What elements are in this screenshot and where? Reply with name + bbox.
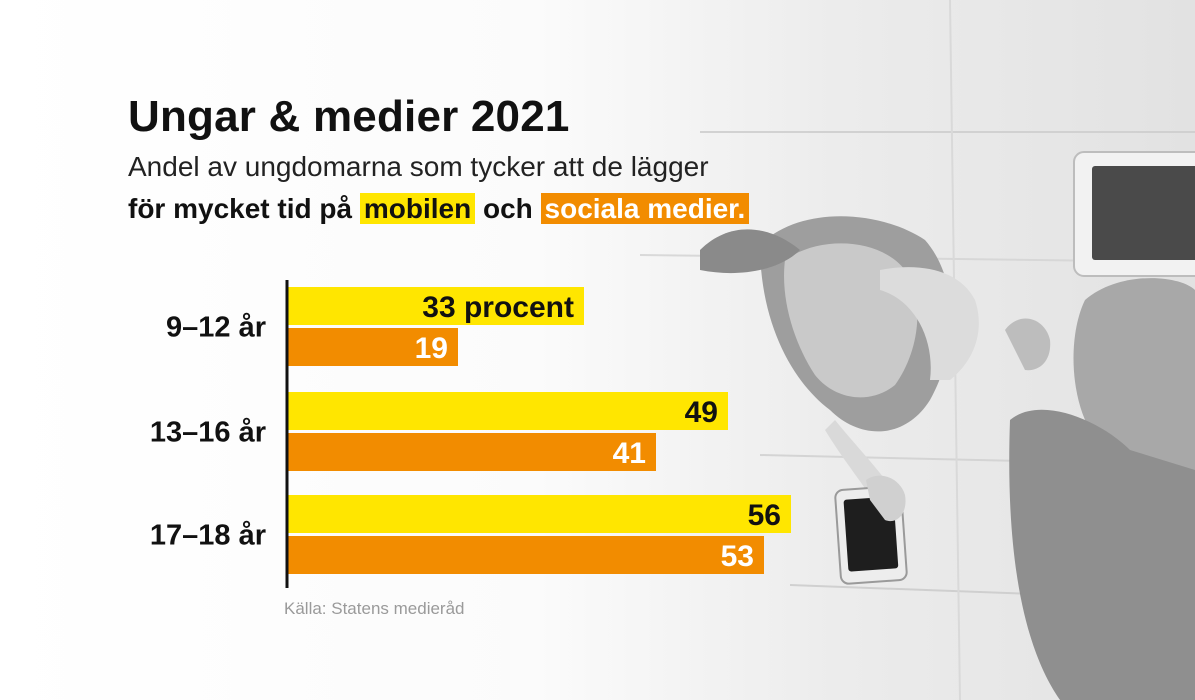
subtitle-prefix: för mycket tid på [128,193,353,224]
source-note: Källa: Statens medieråd [284,599,465,618]
tablet [1073,151,1195,277]
bar-mobile [287,495,791,533]
phone [834,475,908,585]
highlight-mobile: mobilen [359,193,476,224]
data-label-mobile: 49 [685,396,718,429]
boy [1005,278,1195,700]
bar-mobile [287,287,584,325]
chart-subtitle-highlight-line: för mycket tid på mobilen och sociala me… [128,193,750,225]
category-label: 13–16 år [150,417,266,449]
data-label-mobile: 56 [748,499,781,532]
data-label-social: 41 [613,437,646,470]
bar-social [287,433,656,471]
chart-subtitle: Andel av ungdomarna som tycker att de lä… [128,151,709,182]
subtitle-connector: och [482,193,533,224]
data-label-social: 19 [415,332,448,365]
category-label: 17–18 år [150,520,266,552]
bar-social [287,536,764,574]
data-label-social: 53 [721,540,754,573]
data-label-mobile: 33 procent [422,291,574,324]
chart-title: Ungar & medier 2021 [128,92,570,141]
bar-mobile [287,392,728,430]
bar-social [287,328,458,366]
category-label: 9–12 år [166,312,266,344]
highlight-social-media: sociala medier. [540,193,750,224]
